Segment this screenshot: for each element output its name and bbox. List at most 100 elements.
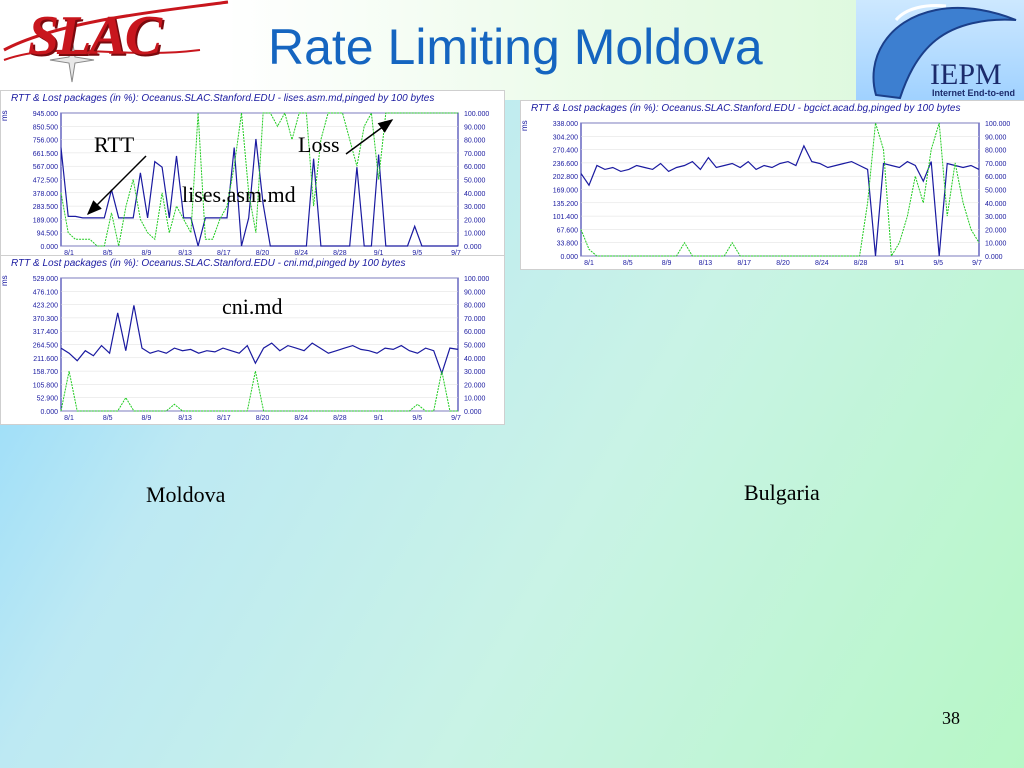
y-axis-label: ms — [1, 110, 9, 121]
y-tick-label: 304.200 — [553, 134, 578, 141]
y-tick-label: 94.500 — [37, 231, 59, 238]
y-tick-label: 338.000 — [553, 121, 578, 128]
y-tick-label: 472.500 — [33, 178, 58, 185]
y2-tick-label: 50.000 — [464, 343, 486, 350]
x-tick-label: 8/17 — [737, 260, 751, 267]
x-tick-label: 8/28 — [333, 250, 347, 257]
chart-title: RTT & Lost packages (in %): Oceanus.SLAC… — [11, 93, 435, 104]
iepm-logo — [856, 0, 1024, 102]
slide-number: 38 — [942, 708, 960, 728]
x-tick-label: 9/7 — [451, 250, 461, 257]
slac-logo: SLAC — [0, 0, 232, 90]
y2-tick-label: 60.000 — [985, 174, 1007, 181]
y2-tick-label: 50.000 — [985, 188, 1007, 195]
x-tick-label: 8/20 — [256, 415, 270, 422]
x-tick-label: 9/5 — [412, 250, 422, 257]
y2-tick-label: 30.000 — [985, 214, 1007, 221]
y2-tick-label: 10.000 — [985, 241, 1007, 248]
chart-panel-cni: RTT & Lost packages (in %): Oceanus.SLAC… — [0, 255, 505, 425]
chart-panel-lises: RTT & Lost packages (in %): Oceanus.SLAC… — [0, 90, 505, 260]
loss-annotation: Loss — [298, 132, 340, 157]
y2-tick-label: 90.000 — [464, 124, 486, 131]
y2-tick-label: 10.000 — [464, 396, 486, 403]
x-tick-label: 9/1 — [374, 415, 384, 422]
y-tick-label: 270.400 — [553, 148, 578, 155]
x-tick-label: 8/17 — [217, 415, 231, 422]
x-tick-label: 8/9 — [662, 260, 672, 267]
loss-series-line — [60, 370, 458, 412]
y-tick-label: 67.600 — [557, 227, 579, 234]
x-tick-label: 8/24 — [294, 250, 308, 257]
y-tick-label: 423.200 — [33, 303, 58, 310]
x-tick-label: 8/28 — [333, 415, 347, 422]
x-tick-label: 8/13 — [178, 250, 192, 257]
x-tick-label: 9/7 — [972, 260, 982, 267]
rtt-annotation: RTT — [94, 132, 135, 157]
y-tick-label: 283.500 — [33, 204, 58, 211]
x-tick-label: 8/1 — [584, 260, 594, 267]
y2-tick-label: 80.000 — [985, 148, 1007, 155]
chart-bgcict-acad-bg: ms 338.000 304.200 270.400 236.600 202.800 169… — [520, 120, 1010, 267]
y-tick-label: 661.500 — [33, 151, 58, 158]
y2-tick-label: 70.000 — [464, 316, 486, 323]
y2-tick-label: 0.000 — [464, 244, 482, 251]
x-tick-label: 9/1 — [895, 260, 905, 267]
loss-series-line — [580, 122, 980, 258]
y2-tick-label: 10.000 — [464, 231, 486, 238]
y2-tick-label: 20.000 — [464, 382, 486, 389]
y-tick-label: 850.500 — [33, 124, 58, 131]
y-tick-label: 476.100 — [33, 289, 58, 296]
y2-tick-label: 60.000 — [464, 329, 486, 336]
x-tick-label: 8/24 — [815, 260, 829, 267]
x-tick-label: 8/1 — [64, 415, 74, 422]
y2-tick-label: 20.000 — [464, 217, 486, 224]
host-label-cni: cni.md — [222, 294, 283, 319]
x-tick-label: 8/24 — [294, 415, 308, 422]
y-tick-label: 158.700 — [33, 369, 58, 376]
y2-tick-label: 70.000 — [985, 161, 1007, 168]
slide-title: Rate Limiting Moldova — [268, 19, 763, 75]
y-tick-label: 264.500 — [33, 343, 58, 350]
region-label-bulgaria: Bulgaria — [744, 480, 820, 505]
x-tick-label: 8/20 — [256, 250, 270, 257]
x-tick-label: 8/9 — [142, 415, 152, 422]
y-tick-label: 0.000 — [40, 409, 58, 416]
y-axis-label: ms — [521, 120, 529, 131]
slac-swoosh-icon — [3, 0, 229, 83]
y2-tick-label: 50.000 — [464, 178, 486, 185]
y-tick-label: 0.000 — [40, 244, 58, 251]
y-tick-label: 33.800 — [557, 241, 579, 248]
y-tick-label: 211.600 — [33, 356, 58, 363]
y-tick-label: 317.400 — [33, 329, 58, 336]
y-tick-label: 105.800 — [33, 382, 58, 389]
slac-logo-text: SLAC — [28, 5, 162, 67]
y2-tick-label: 100.000 — [985, 121, 1010, 128]
y2-tick-label: 100.000 — [464, 111, 489, 118]
chart-title: RTT & Lost packages (in %): Oceanus.SLAC… — [11, 258, 406, 269]
y-axis-label: ms — [1, 275, 9, 286]
x-tick-label: 8/17 — [217, 250, 231, 257]
y2-tick-label: 80.000 — [464, 303, 486, 310]
region-label-moldova: Moldova — [146, 482, 226, 507]
chart-lises-asm-md: ms 945.000 850.500 756.000 661.500 567.000 472… — [0, 110, 489, 257]
x-tick-label: 9/1 — [374, 250, 384, 257]
host-label-lises: lises.asm.md — [182, 182, 296, 207]
y2-tick-label: 0.000 — [464, 409, 482, 416]
x-tick-label: 8/28 — [854, 260, 868, 267]
y-tick-label: 945.000 — [33, 111, 58, 118]
x-tick-label: 9/7 — [451, 415, 461, 422]
y2-tick-label: 100.000 — [464, 276, 489, 283]
chart-cni-md: ms 529.000 476.100 423.200 370.300 317.400 264… — [0, 275, 489, 422]
y-tick-label: 567.000 — [33, 164, 58, 171]
chart-panel-bgcict: RTT & Lost packages (in %): Oceanus.SLAC… — [520, 100, 1024, 270]
x-tick-label: 8/5 — [103, 415, 113, 422]
y2-tick-label: 30.000 — [464, 369, 486, 376]
y-tick-label: 135.200 — [553, 201, 578, 208]
y-tick-label: 529.000 — [33, 276, 58, 283]
y-tick-label: 52.900 — [37, 396, 59, 403]
y-tick-label: 236.600 — [553, 161, 578, 168]
iepm-logo-subtitle: Internet End-to-end — [932, 88, 1015, 98]
y2-tick-label: 40.000 — [985, 201, 1007, 208]
y-tick-label: 0.000 — [560, 254, 578, 261]
y2-tick-label: 90.000 — [464, 289, 486, 296]
